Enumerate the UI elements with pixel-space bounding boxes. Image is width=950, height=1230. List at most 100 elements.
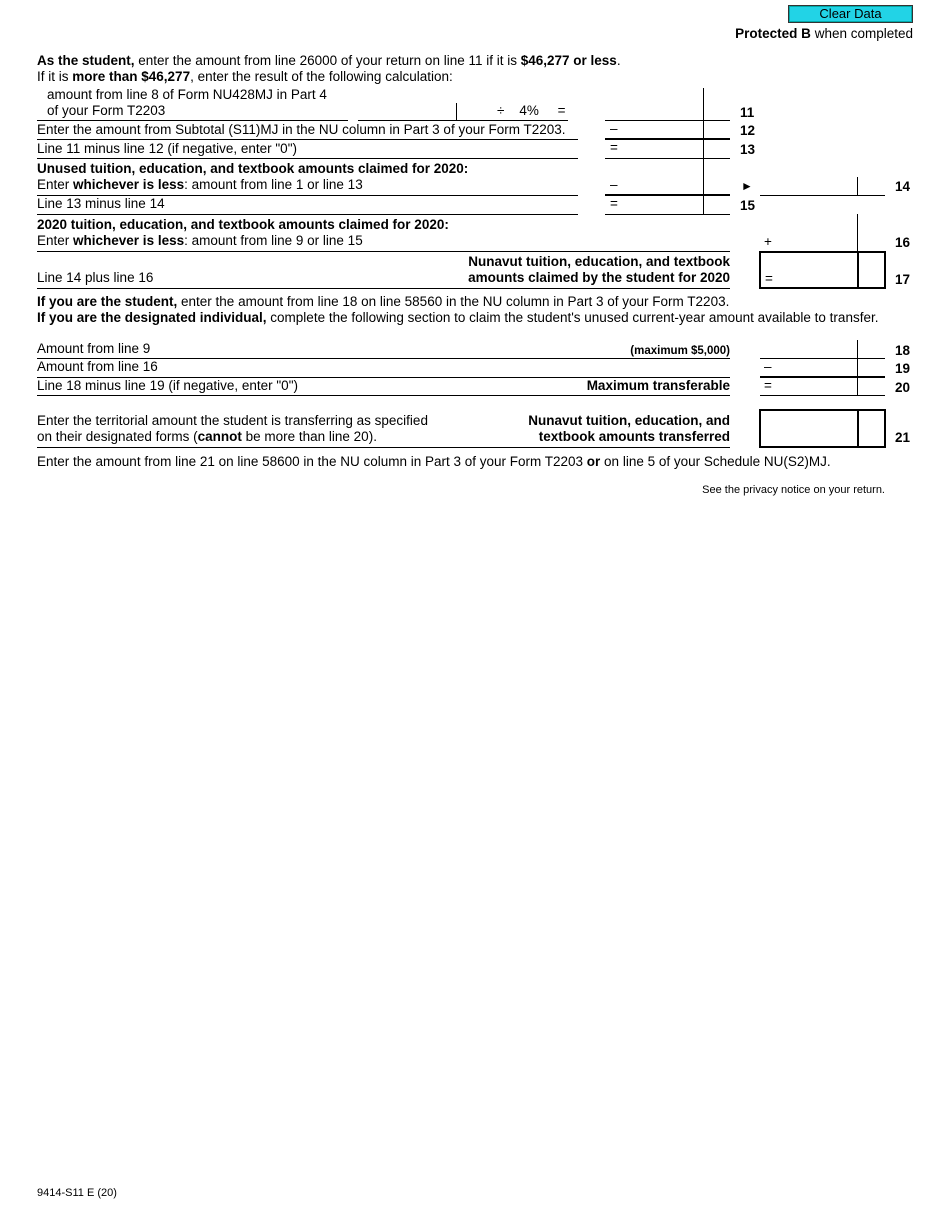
protected-b-notice: Protected B when completed [735, 26, 913, 42]
divider [37, 251, 730, 252]
line17-label: Line 14 plus line 16 [37, 270, 154, 285]
t: If it is [37, 69, 73, 84]
line21-amount-field[interactable] [759, 409, 886, 448]
t: : amount from line 1 or line 13 [184, 177, 363, 192]
line11-input[interactable] [358, 102, 456, 120]
t: : amount from line 9 or line 15 [184, 233, 363, 248]
line14-amount-field[interactable] [760, 177, 885, 195]
t: more than $46,277 [72, 69, 191, 84]
line18-note: (maximum $5,000) [630, 345, 730, 357]
line17-title: Nunavut tuition, education, and textbook [468, 254, 730, 269]
line20-title: Maximum transferable [586, 378, 730, 393]
line15-operator: = [610, 196, 618, 211]
privacy-notice: See the privacy notice on your return. [702, 484, 885, 496]
line-number-19: 19 [895, 361, 911, 376]
line-number-17: 17 [895, 272, 911, 287]
t: be more than line 20). [241, 429, 377, 444]
divider [37, 195, 578, 196]
line11-amount-field[interactable] [605, 102, 730, 120]
divider [37, 395, 730, 396]
line20-label: Line 18 minus line 19 (if negative, ente… [37, 378, 298, 393]
line14-operator: – [610, 177, 618, 192]
line11-label: amount from line 8 of Form NU428MJ in Pa… [47, 87, 327, 102]
t: , enter the result of the following calc… [190, 69, 453, 84]
line21-label: Enter the territorial amount the student… [37, 413, 428, 428]
t: Enter [37, 177, 74, 192]
final-instruction: Enter the amount from line 21 on line 58… [37, 454, 831, 470]
t: enter the amount from line 18 on line 58… [177, 294, 730, 309]
line21-title-2: textbook amounts transferred [538, 429, 730, 444]
line-number-18: 18 [895, 343, 911, 358]
instruction-student: If you are the student, enter the amount… [37, 294, 729, 310]
line11-operator: ÷ 4% = [497, 103, 566, 118]
protected-rest: when completed [810, 26, 913, 41]
divider [37, 214, 578, 215]
instruction-designated: If you are the designated individual, co… [37, 310, 878, 326]
t: on line 5 of your Schedule NU(S2)MJ. [600, 454, 831, 469]
divider [37, 358, 730, 359]
line20-operator: = [764, 378, 772, 393]
line-number-20: 20 [895, 380, 911, 395]
line11-input-underline [358, 120, 568, 121]
line12-label: Enter the amount from Subtotal (S11)MJ i… [37, 122, 566, 137]
line19-label: Amount from line 16 [37, 359, 158, 374]
intro-line-2: If it is more than $46,277, enter the re… [37, 69, 453, 85]
form-code: 9414-S11 E (20) [37, 1187, 117, 1199]
protected-b: Protected B [735, 26, 811, 41]
t: whichever is less [73, 233, 185, 248]
line14-subtract-field[interactable] [605, 177, 730, 195]
line21-title: Nunavut tuition, education, and [528, 413, 730, 428]
clear-data-button[interactable]: Clear Data [788, 5, 913, 23]
line13-operator: = [610, 140, 618, 155]
t: Enter the amount from line 21 on line 58… [37, 454, 587, 469]
t: Enter [37, 233, 74, 248]
t: $46,277 or less [520, 53, 617, 68]
line15-amount-field[interactable] [605, 196, 730, 214]
line-number-14: 14 [895, 179, 911, 194]
t: or [586, 454, 601, 469]
cents-divider [857, 340, 858, 395]
t: complete the following section to claim … [266, 310, 879, 325]
line20-underline [760, 395, 885, 396]
line18-amount-field[interactable] [760, 340, 885, 358]
cents-divider [857, 214, 858, 252]
line-number-21: 21 [895, 430, 911, 445]
line18-label: Amount from line 9 [37, 341, 151, 356]
line14-heading: Unused tuition, education, and textbook … [37, 161, 469, 176]
t: whichever is less [73, 177, 185, 192]
line17-amount-field[interactable] [759, 251, 886, 289]
t: As the student, [37, 53, 135, 68]
line-number-12: 12 [740, 123, 756, 138]
divider [37, 120, 348, 121]
line16-heading: 2020 tuition, education, and textbook am… [37, 217, 449, 232]
cents-divider [456, 103, 457, 120]
line20-amount-field[interactable] [760, 378, 885, 395]
line16-amount-field[interactable] [760, 233, 885, 251]
line-number-13: 13 [740, 142, 756, 157]
t: on their designated forms ( [37, 429, 198, 444]
divider [37, 377, 730, 378]
line17-operator: = [765, 271, 773, 286]
line21-label-2: on their designated forms (cannot be mor… [37, 429, 377, 445]
line11-underline [605, 120, 730, 121]
line15-underline [605, 214, 730, 215]
divider [37, 158, 578, 159]
line12-amount-field[interactable] [605, 121, 730, 139]
line-number-15: 15 [740, 198, 756, 213]
divider [37, 139, 578, 140]
cents-divider [857, 177, 858, 195]
intro-line-1: As the student, enter the amount from li… [37, 53, 621, 69]
line16-label: Enter whichever is less: amount from lin… [37, 233, 363, 249]
line13-amount-field[interactable] [605, 140, 730, 158]
line14-underline [760, 195, 885, 196]
line12-operator: – [610, 121, 618, 136]
subtotal-rule [605, 194, 730, 196]
divider [37, 447, 730, 448]
t: enter the amount from line 26000 of your… [134, 53, 521, 68]
t: cannot [197, 429, 242, 444]
line19-amount-field[interactable] [760, 359, 885, 377]
line14-label: Enter whichever is less: amount from lin… [37, 177, 363, 193]
cents-divider [703, 88, 704, 215]
line15-label: Line 13 minus line 14 [37, 196, 165, 211]
